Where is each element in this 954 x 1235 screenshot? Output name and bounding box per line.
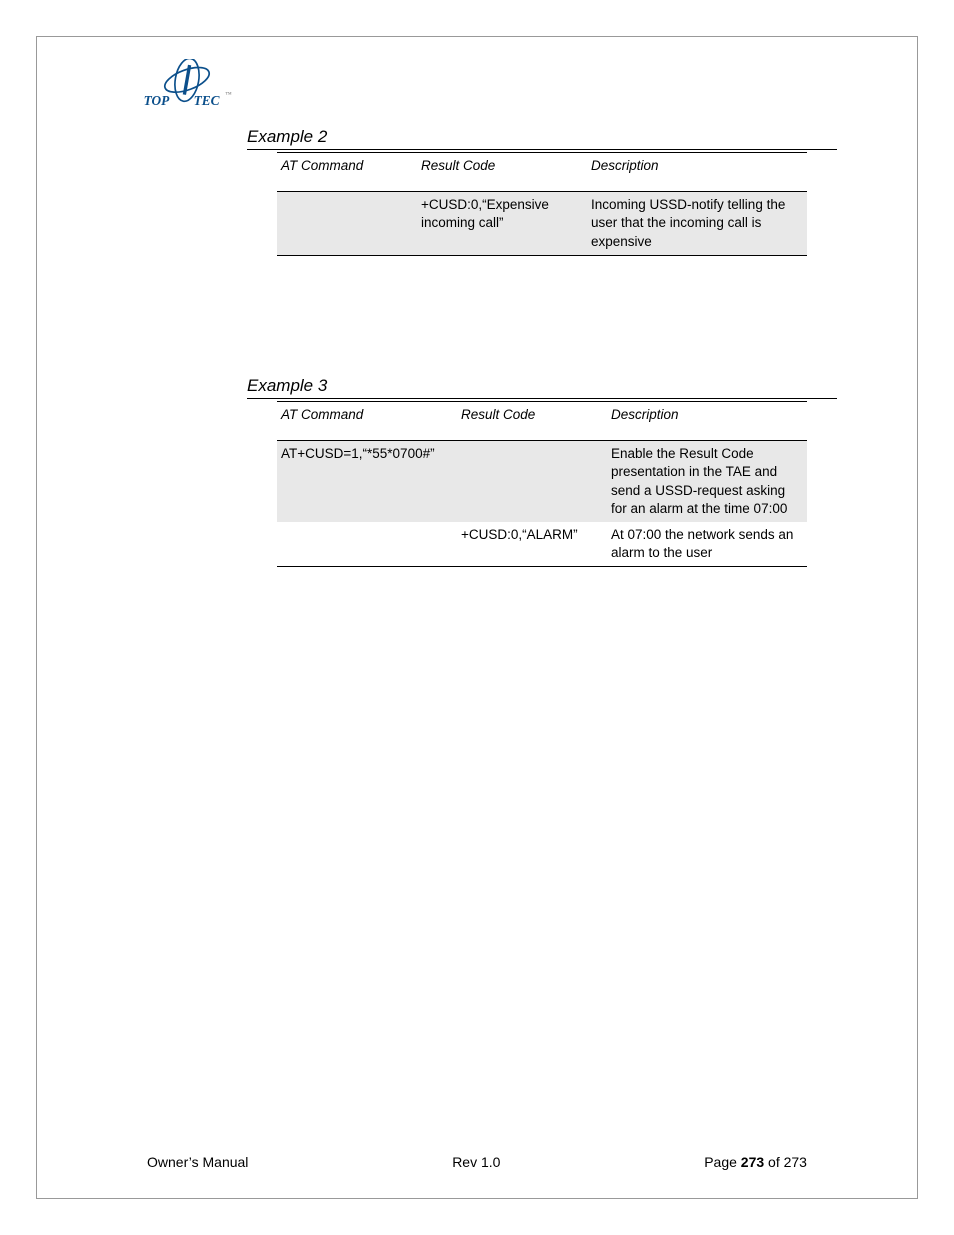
- col-header-description: Description: [587, 153, 807, 192]
- svg-text:™: ™: [225, 92, 232, 99]
- cell-at-command: AT+CUSD=1,“*55*0700#”: [277, 441, 457, 522]
- cell-result-code: +CUSD:0,“Expensive incoming call”: [417, 192, 587, 256]
- footer-page-current: 273: [741, 1154, 764, 1170]
- example-2-table: AT Command Result Code Description +CUSD…: [277, 152, 807, 256]
- svg-text:TEC: TEC: [194, 93, 221, 108]
- footer-center: Rev 1.0: [452, 1154, 500, 1170]
- table-row: +CUSD:0,“Expensive incoming call” Incomi…: [277, 192, 807, 256]
- col-header-result-code: Result Code: [457, 401, 607, 440]
- example-3-table: AT Command Result Code Description AT+CU…: [277, 401, 807, 568]
- svg-text:TOP: TOP: [144, 93, 171, 108]
- col-header-at-command: AT Command: [277, 153, 417, 192]
- footer-page-of: of 273: [764, 1154, 807, 1170]
- table-row: AT+CUSD=1,“*55*0700#” Enable the Result …: [277, 441, 807, 522]
- col-header-description: Description: [607, 401, 807, 440]
- col-header-at-command: AT Command: [277, 401, 457, 440]
- footer-left: Owner’s Manual: [147, 1154, 248, 1170]
- example-2-title: Example 2: [247, 127, 837, 150]
- footer-page-prefix: Page: [704, 1154, 741, 1170]
- cell-result-code: [457, 441, 607, 522]
- spacer: [247, 316, 837, 376]
- example-3-section: Example 3 AT Command Result Code Descrip…: [247, 376, 837, 568]
- logo: TOP TEC ™: [137, 59, 237, 114]
- cell-at-command: [277, 522, 457, 567]
- example-3-title: Example 3: [247, 376, 837, 399]
- page-footer: Owner’s Manual Rev 1.0 Page 273 of 273: [147, 1154, 807, 1170]
- table-row: +CUSD:0,“ALARM” At 07:00 the network sen…: [277, 522, 807, 567]
- col-header-result-code: Result Code: [417, 153, 587, 192]
- content-area: Example 2 AT Command Result Code Descrip…: [247, 127, 837, 627]
- cell-description: Incoming USSD-notify telling the user th…: [587, 192, 807, 256]
- page-frame: TOP TEC ™ Example 2 AT Command Result Co…: [36, 36, 918, 1199]
- example-2-section: Example 2 AT Command Result Code Descrip…: [247, 127, 837, 256]
- cell-description: At 07:00 the network sends an alarm to t…: [607, 522, 807, 567]
- cell-description: Enable the Result Code presentation in t…: [607, 441, 807, 522]
- cell-at-command: [277, 192, 417, 256]
- cell-result-code: +CUSD:0,“ALARM”: [457, 522, 607, 567]
- footer-page: Page 273 of 273: [704, 1154, 807, 1170]
